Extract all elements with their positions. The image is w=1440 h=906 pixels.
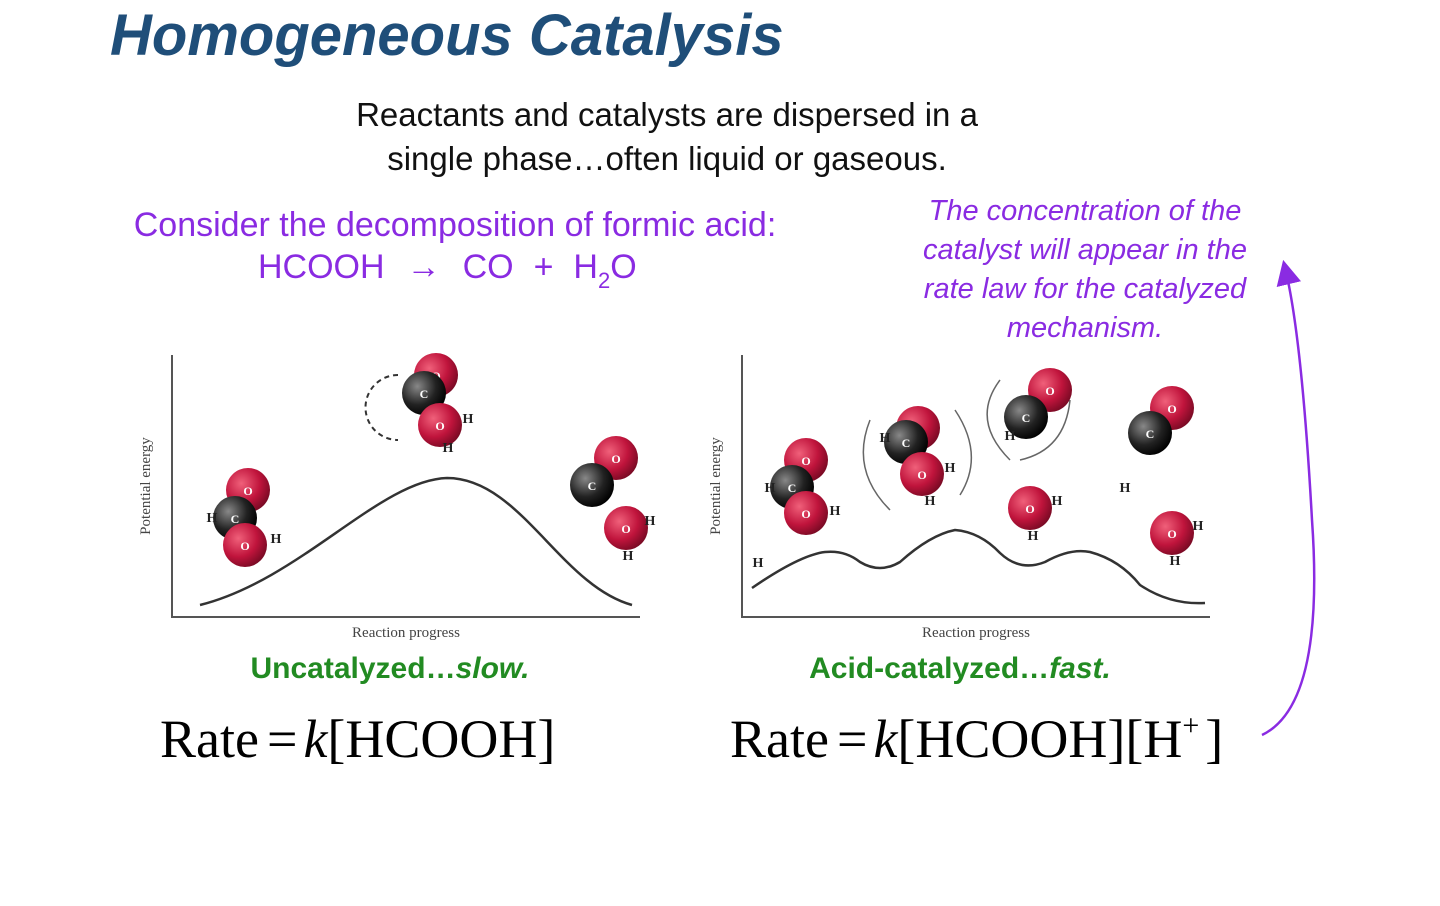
rate-constant: k <box>303 709 328 769</box>
caption: Acid-catalyzed…fast. <box>809 652 1111 685</box>
caption-text: Uncatalyzed… <box>251 652 456 685</box>
concentrations: [HCOOH] <box>327 709 555 769</box>
bracket: ] <box>1205 709 1223 769</box>
atom-label: H <box>623 549 634 564</box>
atom-label: H <box>1120 481 1131 496</box>
atom-label: O <box>243 484 252 498</box>
title: Homogeneous Catalysis <box>110 3 784 68</box>
carbon-atom <box>1004 395 1048 439</box>
atom-label: H <box>463 412 474 427</box>
atom-label: H <box>645 514 656 529</box>
caption-emphasis: slow. <box>456 652 530 685</box>
atom-label: O <box>240 539 249 553</box>
atom-label: C <box>420 387 429 401</box>
atom-label: H <box>753 556 764 571</box>
atom-label: H <box>1028 529 1039 544</box>
intro-line: single phase…often liquid or gaseous. <box>387 140 947 177</box>
energy-curve <box>751 528 1206 605</box>
oxygen-atom <box>1008 486 1052 530</box>
atom-label: H <box>1170 554 1181 569</box>
atom-label: H <box>1052 494 1063 509</box>
atom-label: H <box>880 431 891 446</box>
rate-constant: k <box>873 709 898 769</box>
atom-label: O <box>1045 384 1054 398</box>
rate-word: Rate <box>160 709 259 769</box>
equation: HCOOH → CO + H2O <box>258 248 637 293</box>
atom-label: H <box>1193 519 1204 534</box>
charge: + <box>1182 709 1199 742</box>
rate-word: Rate <box>730 709 829 769</box>
rate-law: Rate = k[HCOOH][H+] <box>730 709 1223 769</box>
subscript: 2 <box>598 268 610 293</box>
atom-label: H <box>765 481 776 496</box>
note-line: rate law for the catalyzed <box>924 273 1247 305</box>
atom-label: H <box>945 461 956 476</box>
consider-text: Consider the decomposition of formic aci… <box>134 206 777 244</box>
atom-label: C <box>1146 427 1155 441</box>
rate-law: Rate = k[HCOOH] <box>160 709 555 769</box>
atom-label: O <box>611 452 620 466</box>
note-line: catalyst will appear in the <box>923 234 1247 266</box>
bond-arc <box>364 374 399 441</box>
product: H <box>573 248 598 286</box>
product: O <box>610 248 636 286</box>
oxygen-atom <box>418 403 462 447</box>
atom-label: H <box>830 504 841 519</box>
atom-label: H <box>271 532 282 547</box>
atom-label: O <box>435 419 444 433</box>
atom-label: O <box>917 468 926 482</box>
atom-label: H <box>207 511 218 526</box>
carbon-atom <box>570 463 614 507</box>
caption: Uncatalyzed…slow. <box>251 652 530 685</box>
axes <box>171 355 640 618</box>
atom-label: C <box>1022 411 1031 425</box>
atom-label: H <box>1005 429 1016 444</box>
atom-label: C <box>902 436 911 450</box>
atom-label: O <box>1025 502 1034 516</box>
note: The concentration of the catalyst will a… <box>923 195 1247 344</box>
note-line: The concentration of the <box>929 195 1242 227</box>
molecules: OCOHHOCOHHOCOHHOCOHHHOCOHHHOCHOHHOCHOHH <box>207 353 1204 571</box>
bond-arc <box>862 379 1071 511</box>
arrow <box>1261 259 1316 737</box>
reactant: HCOOH <box>258 248 385 286</box>
intro-line: Reactants and catalysts are dispersed in… <box>356 96 978 133</box>
oxygen-atom <box>900 452 944 496</box>
x-axis-label: Reaction progress <box>922 625 1030 641</box>
oxygen-atom <box>784 491 828 535</box>
atom-label: C <box>788 481 797 495</box>
carbon-atom <box>1128 411 1172 455</box>
y-axis-label: Potential energy <box>138 437 154 535</box>
arrow: → <box>407 248 441 286</box>
caption-text: Acid-catalyzed… <box>809 652 1049 685</box>
atom-label: O <box>801 507 810 521</box>
atom-label: O <box>1167 527 1176 541</box>
y-axis-label: Potential energy <box>708 437 724 535</box>
concentrations: [HCOOH][H <box>897 709 1182 769</box>
caption-emphasis: fast. <box>1049 652 1111 685</box>
energy-curve <box>199 476 633 607</box>
atom-label: H <box>925 494 936 509</box>
product: CO <box>463 248 514 286</box>
note-line: mechanism. <box>1007 312 1163 344</box>
atom-label: O <box>801 454 810 468</box>
atom-label: C <box>231 512 240 526</box>
equals: = <box>267 709 297 769</box>
equals: = <box>837 709 867 769</box>
oxygen-atom <box>1150 511 1194 555</box>
atom-label: C <box>588 479 597 493</box>
atom-label: H <box>443 441 454 456</box>
oxygen-atom <box>604 506 648 550</box>
x-axis-label: Reaction progress <box>352 625 460 641</box>
atom-label: O <box>621 522 630 536</box>
axes <box>741 355 1210 618</box>
plus: + <box>534 248 554 286</box>
atom-label: O <box>1167 402 1176 416</box>
oxygen-atom <box>223 523 267 567</box>
